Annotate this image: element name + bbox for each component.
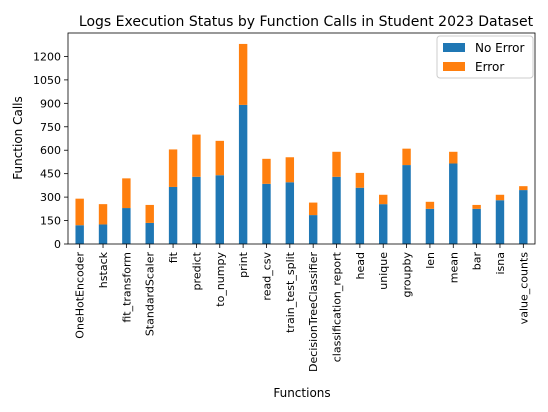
bar-error — [449, 151, 458, 164]
x-tick-label: mean — [447, 252, 460, 283]
x-tick-label: DecisionTreeClassifier — [307, 252, 320, 372]
y-tick-label: 450 — [40, 168, 61, 181]
bar-error — [75, 198, 84, 226]
y-tick-label: 750 — [40, 121, 61, 134]
bar-no-error — [425, 208, 435, 244]
legend-swatch-no-error — [443, 43, 465, 52]
bar-error — [98, 204, 108, 225]
legend-label-no-error: No Error — [475, 41, 524, 55]
y-axis-label: Function Calls — [11, 96, 25, 180]
x-axis-label: Functions — [273, 386, 330, 400]
bar-error — [262, 158, 271, 184]
bar-error — [145, 204, 154, 223]
x-tick-label: head — [354, 252, 367, 279]
bar-no-error — [449, 163, 458, 244]
bar-no-error — [75, 225, 84, 244]
bar-no-error — [472, 208, 481, 244]
bar-no-error — [215, 175, 224, 244]
bar-no-error — [355, 187, 365, 244]
bar-no-error — [122, 208, 131, 244]
bar-no-error — [402, 165, 411, 244]
legend-label-error: Error — [475, 60, 504, 74]
bar-error — [215, 140, 224, 176]
x-tick-label: predict — [190, 251, 203, 290]
bar-no-error — [308, 215, 318, 244]
x-tick-label: value_counts — [517, 252, 530, 325]
x-tick-label: to_numpy — [214, 252, 227, 307]
bar-no-error — [145, 222, 154, 244]
y-tick-label: 150 — [40, 215, 61, 228]
x-tick-label: groupby — [401, 252, 414, 298]
bar-no-error — [192, 176, 201, 244]
y-tick-label: 1200 — [33, 50, 61, 63]
plot-area: OneHotEncoder hstack fit_transform Standard… — [33, 32, 536, 372]
bar-error — [425, 201, 435, 209]
bar-error — [402, 148, 411, 166]
bar-no-error — [238, 104, 248, 245]
bar-error — [238, 43, 248, 105]
y-tick-label: 300 — [40, 191, 61, 204]
bar-no-error — [98, 224, 108, 244]
bar-error — [495, 194, 505, 201]
x-tick-label: bar — [471, 252, 484, 271]
bar-error — [168, 149, 178, 187]
bar-no-error — [262, 183, 271, 244]
bar-error — [332, 151, 341, 177]
x-tick-label: StandardScaler — [144, 252, 157, 337]
plot-frame — [67, 32, 536, 245]
bar-error — [472, 204, 481, 209]
bar-error — [379, 194, 388, 205]
x-tick-label: print — [237, 251, 250, 278]
legend: No Error Error — [436, 35, 534, 79]
bar-error — [285, 157, 295, 183]
y-tick-label: 600 — [40, 144, 61, 157]
x-tick-label: hstack — [97, 251, 110, 288]
bar-no-error — [285, 182, 295, 244]
y-tick-label: 1050 — [33, 74, 61, 87]
x-tick-label: isna — [494, 252, 507, 275]
x-tick-label: fit_transform — [120, 252, 133, 323]
bar-no-error — [495, 200, 505, 244]
y-tick-label: 900 — [40, 97, 61, 110]
bar-error — [122, 178, 131, 209]
x-tick-label: unique — [377, 252, 390, 290]
y-tick-label: 0 — [54, 238, 61, 251]
x-tick-label: classification_report — [331, 251, 344, 362]
bar-error — [519, 186, 528, 191]
bar-error — [308, 202, 318, 216]
x-tick-label: read_csv — [260, 252, 273, 301]
bar-error — [355, 172, 365, 188]
x-tick-label: len — [424, 252, 437, 269]
bar-error — [192, 134, 201, 177]
bar-no-error — [379, 204, 388, 244]
x-tick-label: train_test_split — [284, 251, 297, 333]
x-tick-label: OneHotEncoder — [74, 252, 87, 339]
bar-no-error — [332, 176, 341, 244]
bar-no-error — [168, 186, 178, 244]
bar-no-error — [519, 190, 528, 244]
chart-title: Logs Execution Status by Function Calls … — [79, 14, 534, 30]
x-tick-label: fit — [167, 251, 180, 263]
legend-swatch-error — [443, 62, 465, 71]
